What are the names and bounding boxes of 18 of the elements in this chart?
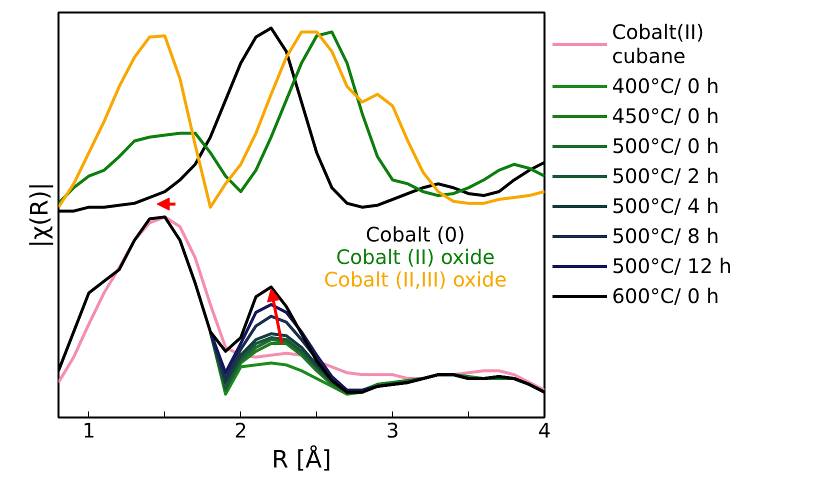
- legend-label: 500°C/ 4 h: [612, 194, 719, 218]
- legend-label: 500°C/ 0 h: [612, 134, 719, 158]
- annotation: Cobalt (0): [366, 222, 466, 246]
- x-axis-title: R [Å]: [272, 444, 332, 474]
- x-tick-label: 4: [538, 418, 551, 442]
- legend-label: 600°C/ 0 h: [612, 284, 719, 308]
- legend-label: 500°C/ 8 h: [612, 224, 719, 248]
- legend-label: 500°C/ 2 h: [612, 164, 719, 188]
- x-tick-label: 1: [82, 418, 96, 442]
- x-tick-label: 2: [234, 418, 248, 442]
- annotation: Cobalt (II,III) oxide: [324, 268, 507, 292]
- legend-label: 500°C/ 12 h: [612, 254, 732, 278]
- legend-label: Cobalt(II) cubane: [612, 20, 704, 68]
- legend-label: 400°C/ 0 h: [612, 74, 719, 98]
- y-axis-title: |χ(R)|: [26, 182, 54, 248]
- annotation: Cobalt (II) oxide: [336, 245, 495, 270]
- legend-label: 450°C/ 0 h: [612, 104, 719, 128]
- x-tick-label: 3: [386, 418, 399, 442]
